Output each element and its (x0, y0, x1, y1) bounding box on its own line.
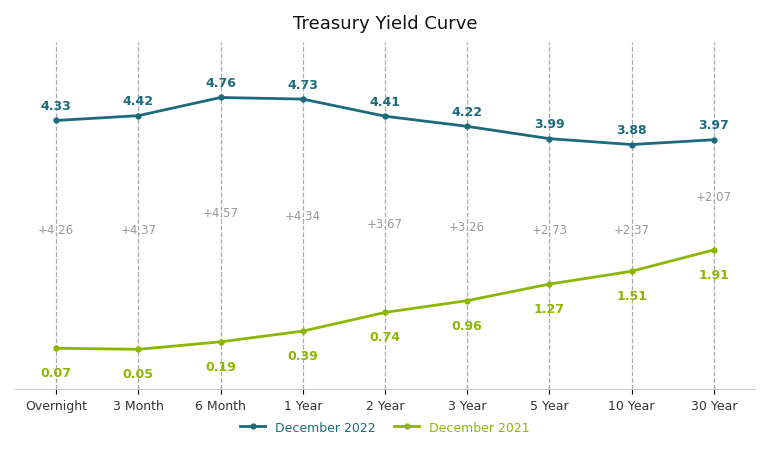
Text: 0.05: 0.05 (123, 367, 154, 380)
Text: 3.97: 3.97 (698, 119, 729, 132)
Text: 1.91: 1.91 (698, 268, 729, 281)
Text: +4.37: +4.37 (120, 223, 156, 236)
December 2022 (216, 95, 225, 101)
Text: 0.19: 0.19 (205, 360, 236, 373)
Title: Treasury Yield Curve: Treasury Yield Curve (293, 15, 477, 33)
Text: +3.26: +3.26 (449, 220, 485, 233)
Text: +2.37: +2.37 (614, 223, 650, 236)
December 2021 (380, 310, 390, 316)
Line: December 2022: December 2022 (54, 96, 716, 148)
Text: 0.39: 0.39 (287, 349, 318, 362)
December 2021 (298, 328, 307, 334)
December 2021 (545, 282, 554, 288)
Text: 1.51: 1.51 (616, 290, 647, 303)
Text: +2.73: +2.73 (531, 223, 567, 236)
Text: 0.74: 0.74 (370, 331, 400, 344)
December 2021 (52, 346, 61, 351)
December 2021 (134, 347, 143, 352)
Text: +4.57: +4.57 (203, 207, 239, 220)
December 2022 (134, 114, 143, 119)
Text: 3.88: 3.88 (616, 124, 647, 137)
December 2022 (463, 124, 472, 130)
Text: 4.22: 4.22 (452, 106, 483, 119)
December 2022 (545, 137, 554, 142)
Text: 0.96: 0.96 (452, 319, 483, 332)
Text: 4.76: 4.76 (205, 77, 236, 90)
December 2021 (216, 339, 225, 345)
Text: 4.33: 4.33 (41, 100, 72, 113)
Text: 4.41: 4.41 (370, 96, 400, 109)
December 2022 (298, 97, 307, 103)
December 2022 (627, 142, 636, 148)
December 2022 (380, 114, 390, 120)
Text: +4.34: +4.34 (285, 210, 321, 223)
Text: 0.07: 0.07 (41, 367, 72, 379)
December 2021 (463, 298, 472, 304)
Legend: December 2022, December 2021: December 2022, December 2021 (235, 416, 535, 439)
Text: 4.73: 4.73 (287, 79, 318, 91)
Text: 4.42: 4.42 (123, 95, 154, 108)
Text: 3.99: 3.99 (534, 118, 564, 131)
December 2021 (627, 269, 636, 275)
December 2022 (52, 119, 61, 124)
Text: +3.67: +3.67 (367, 218, 403, 231)
Text: 1.27: 1.27 (534, 303, 565, 316)
December 2022 (709, 138, 718, 143)
Text: +4.26: +4.26 (38, 223, 74, 236)
Line: December 2021: December 2021 (54, 248, 716, 352)
December 2021 (709, 248, 718, 253)
Text: +2.07: +2.07 (696, 191, 732, 204)
